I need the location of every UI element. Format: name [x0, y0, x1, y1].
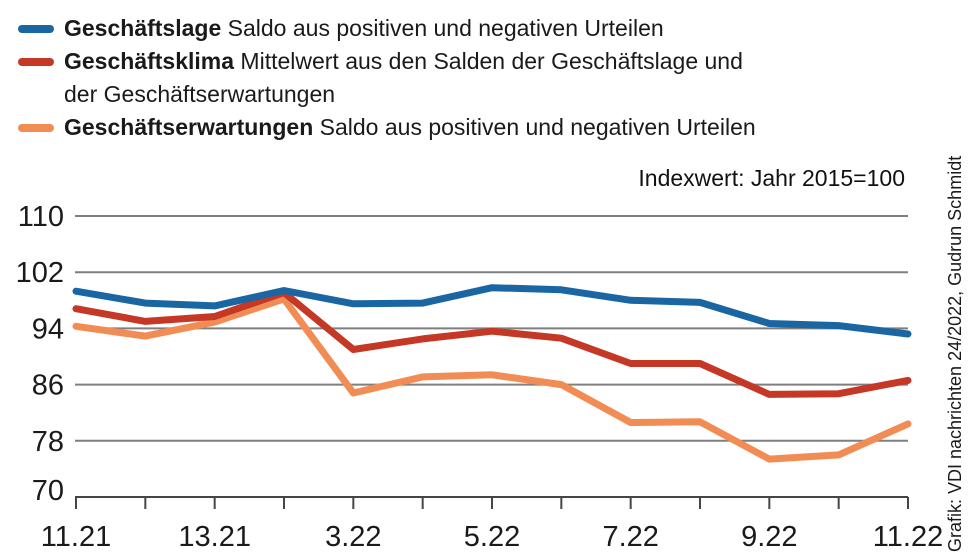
legend-desc: Saldo aus positiven und negativen Urteil…: [319, 114, 756, 140]
y-tick-label: 86: [32, 370, 64, 402]
x-tick-label: 9.22: [741, 521, 797, 553]
x-tick-label: 3.22: [325, 521, 381, 553]
index-note: Indexwert: Jahr 2015=100: [638, 165, 905, 191]
y-tick-label: 70: [32, 475, 64, 507]
y-tick-label: 110: [18, 201, 64, 233]
legend-item-geschaeftslage: Geschäftslage Saldo aus positiven und ne…: [18, 12, 870, 45]
legend-term: Geschäftsklima: [64, 48, 235, 74]
credit-line: Grafik: VDI nachrichten 24/2022, Gudrun …: [945, 155, 965, 552]
y-tick-label: 102: [16, 257, 64, 289]
y-tick-label: 94: [32, 313, 64, 345]
legend-label: Geschäftslage Saldo aus positiven und ne…: [64, 12, 870, 45]
x-tick-label: 11.22: [873, 521, 943, 553]
x-tick-label: 13.21: [178, 521, 251, 553]
legend-dash-blue-icon: [18, 25, 54, 33]
legend-label: Geschäftserwartungen Saldo aus positiven…: [64, 111, 870, 144]
legend: Geschäftslage Saldo aus positiven und ne…: [18, 12, 870, 144]
x-tick-label: 5.22: [464, 521, 520, 553]
legend-desc: Mittelwert aus den Salden der Geschäftsl…: [240, 48, 743, 74]
legend-dash-red-icon: [18, 58, 54, 66]
legend-label: Geschäftsklima Mittelwert aus den Salden…: [64, 45, 870, 111]
legend-desc-line2: der Geschäftserwartungen: [64, 81, 336, 107]
legend-desc: Saldo aus positiven und negativen Urteil…: [227, 15, 664, 41]
legend-dash-orange-icon: [18, 124, 54, 132]
series-line-geschftserwartungen: [72, 295, 912, 463]
series-line-geschftsklima: [72, 289, 912, 398]
series-line-geschftslage: [72, 284, 912, 338]
x-tick-label: 7.22: [602, 521, 658, 553]
legend-item-geschaeftserwartungen: Geschäftserwartungen Saldo aus positiven…: [18, 111, 870, 144]
legend-term: Geschäftserwartungen: [64, 114, 314, 140]
legend-item-geschaeftsklima: Geschäftsklima Mittelwert aus den Salden…: [18, 45, 870, 111]
y-tick-label: 78: [32, 426, 64, 458]
legend-term: Geschäftslage: [64, 15, 222, 41]
x-tick-label: 11.21: [41, 521, 111, 553]
